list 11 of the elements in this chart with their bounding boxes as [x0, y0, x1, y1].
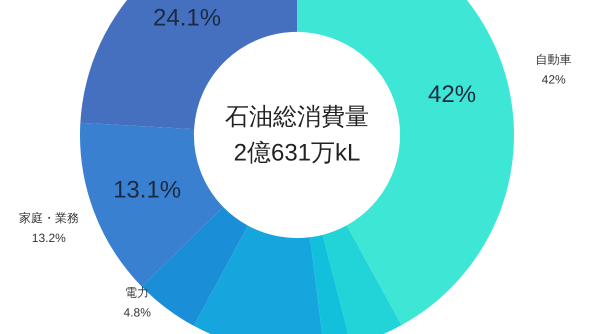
slice-label: 家庭・業務: [18, 211, 79, 226]
data-label: 42%: [428, 80, 476, 108]
text: 24.1%: [153, 4, 222, 32]
text: 42%: [542, 72, 566, 86]
text: 石油総消費量: [225, 104, 369, 131]
slice-label: 自動車: [536, 52, 572, 66]
text: 2億631万kL: [234, 140, 360, 167]
data-label: 13.2%: [32, 231, 66, 246]
slice-label: 電力: [125, 285, 150, 300]
text: 13.1%: [113, 176, 182, 204]
data-label: 4.8%: [124, 305, 152, 320]
